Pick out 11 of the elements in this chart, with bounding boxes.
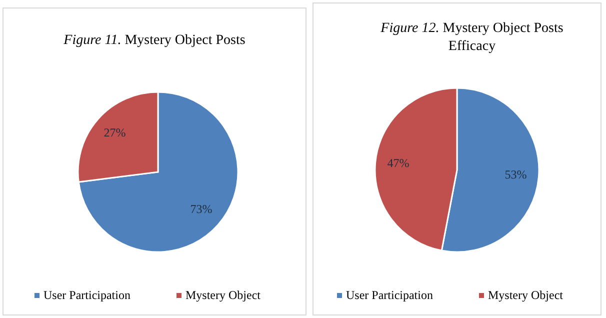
data-label: 53%: [504, 167, 527, 182]
data-label: 47%: [387, 156, 410, 170]
legend-label: User Participation: [44, 288, 130, 302]
legend-label: User Participation: [346, 288, 433, 302]
legend-label: Mystery Object: [186, 288, 262, 302]
data-label: 27%: [104, 126, 126, 140]
data-label: 73%: [190, 202, 212, 216]
legend-label: Mystery Object: [488, 288, 564, 302]
chart-title: Figure 12. Mystery Object Posts Efficacy: [380, 21, 564, 54]
chart-title: Figure 11. Mystery Object Posts: [62, 33, 246, 48]
pie-slice: [78, 91, 239, 253]
